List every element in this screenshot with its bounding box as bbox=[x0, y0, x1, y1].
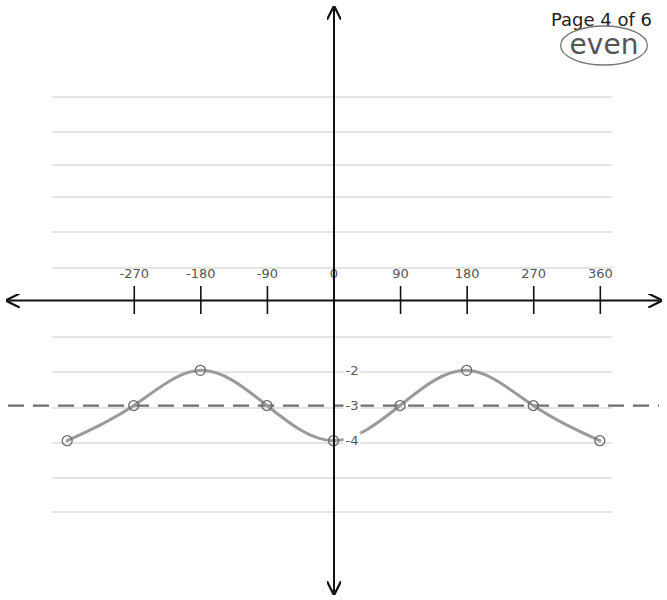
point bbox=[395, 401, 405, 411]
x-tick-mark bbox=[600, 286, 602, 314]
x-tick-mark bbox=[533, 286, 535, 314]
y-tick: -4 bbox=[334, 432, 361, 449]
y-tick-label: -4 bbox=[346, 433, 359, 448]
x-tick-mark bbox=[466, 286, 468, 314]
point bbox=[62, 436, 72, 446]
paper-rule bbox=[52, 512, 612, 513]
paper-rule bbox=[52, 443, 612, 444]
x-tick: -180 bbox=[186, 266, 216, 314]
paper-rule bbox=[52, 478, 612, 479]
x-tick-mark bbox=[200, 286, 202, 314]
x-tick: 360 bbox=[588, 266, 613, 314]
y-tick: -2 bbox=[334, 362, 361, 379]
x-tick-label: -90 bbox=[257, 266, 278, 281]
label-patch bbox=[344, 397, 361, 414]
y-tick-label: -2 bbox=[346, 363, 359, 378]
point bbox=[262, 401, 272, 411]
x-tick-mark bbox=[267, 286, 269, 314]
point bbox=[528, 401, 538, 411]
x-tick: 270 bbox=[521, 266, 546, 314]
paper-rules bbox=[52, 97, 612, 512]
x-tick-mark bbox=[400, 286, 402, 314]
y-axis-line bbox=[333, 9, 335, 593]
x-tick-label: 360 bbox=[588, 266, 613, 281]
x-tick-label: 180 bbox=[455, 266, 480, 281]
x-tick-label: 90 bbox=[392, 266, 409, 281]
point bbox=[195, 365, 205, 375]
x-tick-label: 270 bbox=[521, 266, 546, 281]
y-tick-label: -3 bbox=[346, 398, 359, 413]
x-tick-mark bbox=[133, 286, 135, 314]
y-axis: -4 -3 -2 bbox=[334, 9, 361, 593]
x-tick: 90 bbox=[392, 266, 409, 314]
x-tick-label: -180 bbox=[186, 266, 216, 281]
annotation: Page 4 of 6 bbox=[551, 9, 652, 30]
x-tick: -90 bbox=[257, 266, 278, 314]
paper-rule bbox=[52, 97, 612, 98]
paper-rule bbox=[52, 372, 612, 373]
paper-rule bbox=[52, 132, 612, 133]
y-tick: -3 bbox=[334, 397, 361, 414]
annotations: Page 4 of 6even bbox=[551, 9, 652, 65]
chart: -270-180-90090180270360-4-3-2Page 4 of 6… bbox=[0, 0, 667, 600]
point bbox=[595, 436, 605, 446]
paper-rule bbox=[52, 197, 612, 198]
paper-rule bbox=[52, 165, 612, 166]
annotation-ring bbox=[561, 26, 648, 65]
point bbox=[129, 401, 139, 411]
paper-rule bbox=[52, 232, 612, 233]
x-tick: -270 bbox=[120, 266, 150, 314]
point bbox=[462, 365, 472, 375]
label-patch bbox=[344, 362, 361, 379]
x-tick: 180 bbox=[455, 266, 480, 314]
annotation: even bbox=[570, 28, 639, 61]
paper-rule bbox=[52, 337, 612, 338]
label-patch bbox=[344, 432, 361, 449]
x-tick-label: -270 bbox=[120, 266, 150, 281]
